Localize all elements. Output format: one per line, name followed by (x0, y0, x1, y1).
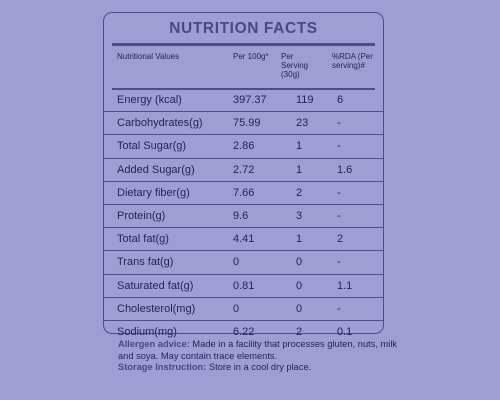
per-serving-value: 119 (296, 94, 314, 106)
per-serving-value: 2 (296, 186, 303, 199)
header-per-100g: Per 100g* (233, 52, 269, 61)
rda-value: 2 (337, 233, 344, 246)
nutrient-name: Cholesterol(mg) (117, 302, 196, 315)
table-row: Carbohydrates(g) 75.99 23 - (104, 111, 383, 134)
nutrient-name: Total fat(g) (117, 233, 169, 246)
rda-value: - (337, 186, 341, 199)
per-100g-value: 6.22 (233, 325, 255, 338)
nutrient-name: Saturated fat(g) (117, 279, 194, 292)
panel-title: NUTRITION FACTS (169, 20, 318, 37)
table-row: Dietary fiber(g) 7.66 2 - (104, 180, 383, 204)
per-100g-value: 4.41 (233, 233, 255, 246)
per-100g-value: 2.86 (233, 140, 255, 153)
per-100g-value: 9.6 (233, 209, 249, 222)
allergen-text: Made in a facility that processes gluten… (118, 339, 398, 361)
nutrient-name: Added Sugar(g) (117, 163, 195, 176)
table-row: Total fat(g) 4.41 1 2 (104, 227, 383, 250)
storage-instruction: Storage Instruction: Store in a cool dry… (118, 362, 398, 374)
rda-value: 1.6 (337, 163, 353, 176)
per-100g-value: 0.81 (233, 279, 255, 292)
per-100g-value: 2.72 (233, 163, 255, 176)
per-serving-value: 0 (296, 302, 303, 315)
rda-value: 1.1 (337, 279, 353, 292)
table-row: Cholesterol(mg) 0 0 - (104, 296, 383, 320)
per-100g-value: 397.37 (233, 94, 267, 106)
notes: Allergen advice: Made in a facility that… (118, 339, 398, 374)
header-divider (112, 88, 375, 90)
storage-label: Storage Instruction: (118, 362, 207, 372)
rda-value: - (337, 117, 341, 130)
nutrition-rows: Energy (kcal) 397.37 119 6 Carbohydrates(g) 7… (104, 89, 383, 343)
per-serving-value: 1 (296, 163, 303, 176)
per-serving-value: 3 (296, 209, 303, 222)
storage-text: Store in a cool dry place. (208, 362, 312, 372)
rda-value: - (337, 256, 341, 269)
nutrient-name: Dietary fiber(g) (117, 186, 190, 199)
rda-value: 0.1 (337, 325, 353, 338)
table-row: Protein(g) 9.6 3 - (104, 203, 383, 227)
table-header: Nutritional Values Per 100g* Per Serving… (104, 51, 383, 87)
per-serving-value: 0 (296, 279, 303, 292)
per-serving-value: 2 (296, 325, 303, 338)
nutrient-name: Trans fat(g) (117, 256, 174, 269)
table-row: Trans fat(g) 0 0 - (104, 250, 383, 273)
table-row: Saturated fat(g) 0.81 0 1.1 (104, 273, 383, 297)
rda-value: 6 (337, 94, 344, 106)
nutrient-name: Carbohydrates(g) (117, 117, 203, 130)
title-divider (112, 43, 375, 46)
table-row: Added Sugar(g) 2.72 1 1.6 (104, 157, 383, 181)
per-100g-value: 0 (233, 302, 240, 315)
allergen-advice: Allergen advice: Made in a facility that… (118, 339, 398, 362)
rda-value: - (337, 209, 341, 222)
rda-value: - (337, 140, 341, 153)
per-serving-value: 1 (296, 233, 303, 246)
header-nutritional-values: Nutritional Values (117, 52, 180, 61)
nutrient-name: Total Sugar(g) (117, 140, 187, 153)
header-per-serving: Per Serving (30g) (281, 52, 309, 79)
nutrient-name: Sodium(mg) (117, 325, 177, 338)
table-row: Sodium(mg) 6.22 2 0.1 (104, 319, 383, 343)
per-100g-value: 75.99 (233, 117, 261, 130)
header-rda: %RDA (Per serving)# (332, 52, 373, 70)
per-100g-value: 0 (233, 256, 240, 269)
allergen-label: Allergen advice: (118, 339, 190, 349)
table-row: Energy (kcal) 397.37 119 6 (104, 89, 383, 111)
nutrient-name: Protein(g) (117, 209, 166, 222)
rda-value: - (337, 302, 341, 315)
per-serving-value: 1 (296, 140, 303, 153)
nutrition-facts-panel: NUTRITION FACTS Nutritional Values Per 1… (103, 12, 384, 338)
table-row: Total Sugar(g) 2.86 1 - (104, 134, 383, 157)
per-serving-value: 0 (296, 256, 303, 269)
per-serving-value: 23 (296, 117, 309, 130)
per-100g-value: 7.66 (233, 186, 255, 199)
nutrient-name: Energy (kcal) (117, 94, 182, 106)
